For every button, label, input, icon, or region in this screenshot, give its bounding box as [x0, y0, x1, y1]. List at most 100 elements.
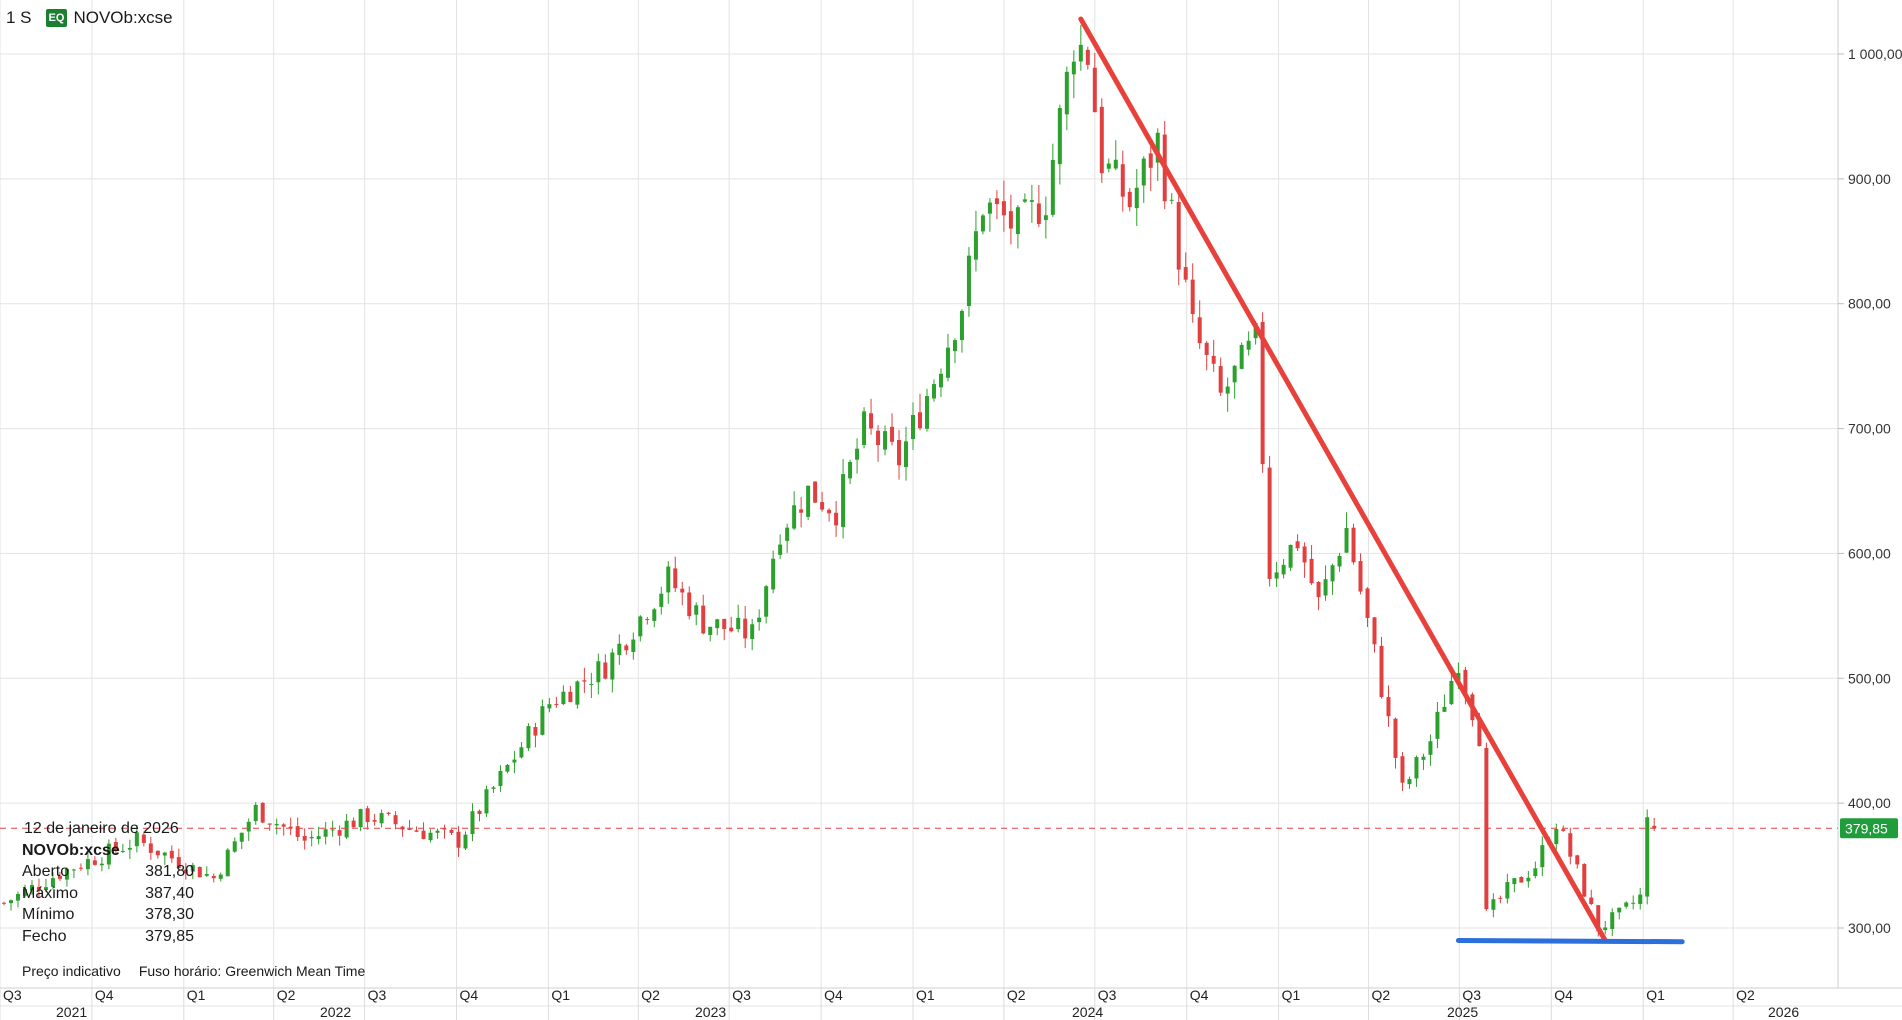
- candle-body: [729, 627, 734, 632]
- y-tick-label: 700,00: [1848, 421, 1891, 437]
- tooltip-symbol: NOVOb:xcse: [22, 841, 120, 859]
- candle-body: [470, 811, 475, 835]
- candle-body: [365, 808, 370, 823]
- x-quarter-label: Q1: [187, 987, 206, 1003]
- candle-body: [1533, 868, 1538, 877]
- candle-body: [1512, 878, 1517, 885]
- candle-body: [1141, 158, 1146, 186]
- x-quarter-label: Q4: [95, 987, 114, 1003]
- y-tick-label: 400,00: [1848, 795, 1891, 811]
- candle-body: [1246, 340, 1251, 350]
- candle-body: [1316, 581, 1321, 598]
- tooltip-value: 387,40: [145, 884, 194, 902]
- tooltip-value: 381,80: [145, 863, 194, 880]
- candle-body: [302, 835, 307, 841]
- candle-body: [1029, 200, 1034, 202]
- x-quarter-label: Q3: [732, 987, 751, 1003]
- candle-body: [757, 617, 762, 623]
- candle-body: [225, 849, 230, 877]
- symbol-label[interactable]: EQ NOVOb:xcse: [45, 8, 173, 28]
- candle-body: [1099, 106, 1104, 174]
- x-year-label: 2023: [695, 1004, 726, 1020]
- candle-body: [945, 347, 950, 378]
- x-quarter-label: Q3: [368, 987, 387, 1003]
- candle-body: [645, 619, 650, 621]
- candle-body: [393, 815, 398, 825]
- candle-body: [64, 868, 69, 880]
- ohlc-tooltip: 12 de janeiro de 2026 NOVOb:xcse Aberto …: [22, 818, 194, 947]
- candle-body: [57, 875, 62, 879]
- y-axis: 1 000,00 900,00 800,00 700,00 600,00 500,00 40…: [1837, 0, 1902, 988]
- x-quarter-label: Q1: [551, 987, 570, 1003]
- tooltip-label: Máximo: [22, 884, 79, 902]
- candle-body: [50, 878, 55, 887]
- candle-body: [1449, 680, 1454, 705]
- candle-body: [1323, 579, 1328, 596]
- candle-body: [1498, 897, 1503, 899]
- candle-body: [966, 255, 971, 307]
- candle-body: [1351, 527, 1356, 563]
- candle-body: [1001, 201, 1006, 216]
- candle-body: [568, 691, 573, 703]
- candle-body: [372, 820, 377, 822]
- tooltip-value: 379,85: [145, 927, 194, 945]
- candle-body: [71, 869, 76, 871]
- y-tick-label: 500,00: [1848, 670, 1891, 686]
- candle-body: [113, 842, 118, 851]
- candle-body: [1113, 159, 1118, 169]
- candle-body: [232, 841, 237, 852]
- x-quarter-label: Q2: [1007, 987, 1026, 1003]
- candle-body: [337, 830, 342, 836]
- candle-body: [1442, 706, 1447, 712]
- candle-body: [638, 616, 643, 637]
- tooltip-label: Fecho: [22, 927, 67, 945]
- candle-body: [169, 850, 174, 859]
- candle-body: [1414, 757, 1419, 779]
- candle-body: [1092, 67, 1097, 113]
- x-quarter-label: Q2: [1736, 987, 1755, 1003]
- chart-header: 1 S EQ NOVOb:xcse: [6, 6, 173, 30]
- candle-body: [106, 843, 111, 865]
- candle-body: [799, 509, 804, 513]
- interval-selector[interactable]: 1 S: [6, 8, 32, 27]
- candle-body: [1491, 899, 1496, 910]
- candle-body: [141, 834, 146, 843]
- candle-body: [351, 820, 356, 828]
- x-quarter-label: Q2: [641, 987, 660, 1003]
- candle-body: [22, 889, 27, 896]
- tooltip-row-low: Mínimo 378,30: [22, 904, 194, 926]
- candle-body: [1176, 202, 1181, 270]
- candle-body: [624, 645, 629, 651]
- candle-body: [540, 706, 545, 735]
- last-price-badge: [1840, 818, 1898, 839]
- candle-body: [561, 691, 566, 705]
- candle-body: [1645, 817, 1650, 897]
- candle-body: [1554, 829, 1559, 845]
- price-note: Preço indicativo: [22, 963, 121, 979]
- candle-body: [890, 426, 895, 442]
- candle-body: [813, 481, 818, 503]
- candle-body: [834, 512, 839, 526]
- candle-body: [1232, 365, 1237, 383]
- candle-body: [952, 340, 957, 352]
- candle-body: [491, 787, 496, 789]
- candle-body: [414, 830, 419, 832]
- candle-body: [1561, 829, 1566, 831]
- downtrend-line: [1078, 16, 1608, 943]
- candle-body: [1428, 741, 1433, 755]
- candle-body: [1057, 107, 1062, 165]
- candle-body: [316, 836, 321, 840]
- candle-body: [911, 414, 916, 440]
- x-quarter-label: Q4: [460, 987, 479, 1003]
- candle-body: [764, 586, 769, 617]
- candle-body: [1652, 825, 1657, 829]
- candle-body: [1134, 187, 1139, 209]
- candle-body: [1274, 572, 1279, 579]
- candle-body: [1022, 199, 1027, 202]
- y-tick-label: 1 000,00: [1848, 46, 1902, 62]
- candle-body: [246, 821, 251, 832]
- candle-body: [736, 617, 741, 630]
- candle-body: [554, 704, 559, 706]
- candle-body: [659, 593, 664, 607]
